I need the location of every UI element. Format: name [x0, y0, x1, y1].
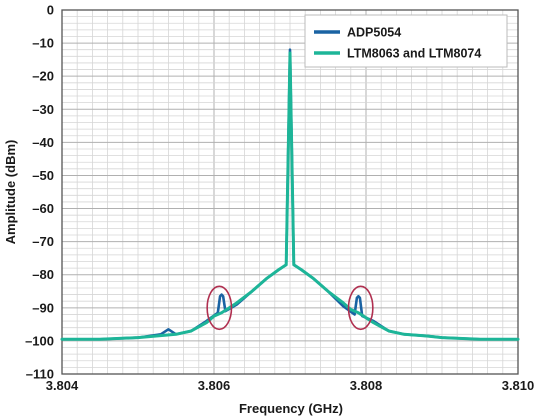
y-tick-label: 0 — [47, 3, 54, 18]
y-axis-label: Amplitude (dBm) — [3, 140, 18, 245]
x-tick-label: 3.806 — [198, 378, 231, 393]
y-tick-label: –70 — [32, 234, 54, 249]
y-tick-label: –60 — [32, 201, 54, 216]
y-tick-label: –90 — [32, 300, 54, 315]
legend-label: ADP5054 — [347, 26, 401, 40]
x-tick-labels: 3.804 3.806 3.808 3.810 — [46, 378, 535, 393]
series-line-2 — [60, 51, 520, 341]
legend-box — [304, 14, 508, 68]
y-tick-labels: 0 –10 –20 –30 –40 –50 –60 –70 –80 –90 –100 –110 — [25, 3, 54, 382]
y-tick-label: –10 — [32, 36, 54, 51]
y-tick-label: –40 — [32, 135, 54, 150]
x-tick-label: 3.808 — [350, 378, 383, 393]
series-lines — [60, 48, 520, 341]
legend: ADP5054 LTM8063 and LTM8074 — [304, 14, 508, 68]
highlight-ellipse — [347, 285, 374, 331]
x-tick-label: 3.804 — [46, 378, 79, 393]
legend-label: LTM8063 and LTM8074 — [347, 47, 481, 61]
highlight-ellipse — [206, 285, 233, 331]
x-axis-label: Frequency (GHz) — [239, 401, 343, 416]
y-tick-label: –50 — [32, 168, 54, 183]
y-tick-label: –80 — [32, 267, 54, 282]
y-tick-label: –110 — [26, 367, 54, 382]
y-tick-label: –20 — [32, 69, 54, 84]
plot-frame — [61, 9, 519, 375]
y-tick-label: –100 — [25, 333, 54, 348]
x-tick-label: 3.810 — [502, 378, 535, 393]
y-tick-label: –30 — [32, 102, 54, 117]
annotation-ellipses — [206, 285, 374, 331]
